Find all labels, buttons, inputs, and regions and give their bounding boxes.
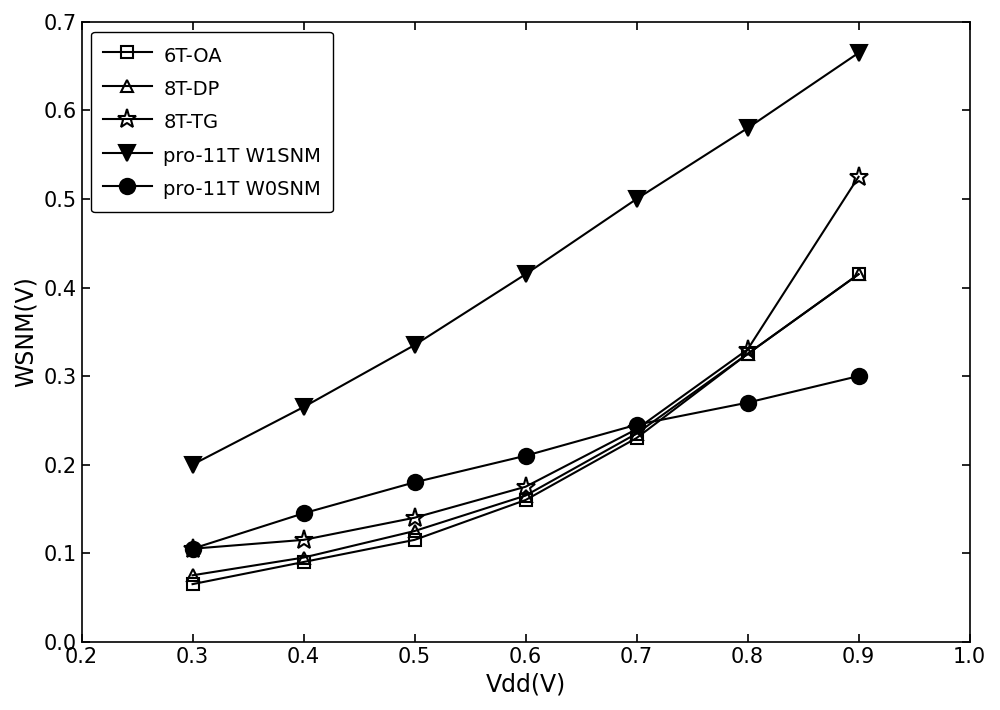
8T-TG — [187, 545, 199, 553]
X-axis label: Vdd(V): Vdd(V) — [485, 672, 566, 696]
pro-11T W0SNM — [520, 452, 532, 460]
6T-OA — [409, 535, 421, 544]
pro-11T W0SNM — [187, 545, 199, 553]
Line: pro-11T W0SNM: pro-11T W0SNM — [185, 368, 866, 557]
pro-11T W1SNM — [520, 270, 532, 278]
8T-TG — [853, 173, 865, 181]
8T-DP — [187, 571, 199, 579]
pro-11T W0SNM — [742, 398, 754, 407]
Y-axis label: WSNM(V): WSNM(V) — [14, 276, 38, 387]
pro-11T W1SNM — [853, 48, 865, 57]
8T-TG — [409, 513, 421, 522]
pro-11T W0SNM — [298, 509, 310, 518]
Line: 6T-OA: 6T-OA — [186, 268, 865, 591]
6T-OA — [742, 349, 754, 358]
pro-11T W1SNM — [298, 403, 310, 411]
pro-11T W0SNM — [631, 420, 643, 429]
8T-TG — [520, 483, 532, 491]
6T-OA — [187, 580, 199, 589]
6T-OA — [631, 434, 643, 442]
pro-11T W0SNM — [853, 372, 865, 381]
Legend: 6T-OA, 8T-DP, 8T-TG, pro-11T W1SNM, pro-11T W0SNM: 6T-OA, 8T-DP, 8T-TG, pro-11T W1SNM, pro-… — [91, 32, 333, 212]
pro-11T W1SNM — [409, 341, 421, 349]
pro-11T W1SNM — [631, 195, 643, 203]
pro-11T W1SNM — [187, 460, 199, 469]
8T-DP — [298, 553, 310, 562]
8T-DP — [742, 349, 754, 358]
8T-TG — [631, 425, 643, 433]
8T-DP — [520, 491, 532, 500]
6T-OA — [520, 496, 532, 504]
pro-11T W1SNM — [742, 124, 754, 132]
pro-11T W0SNM — [409, 478, 421, 486]
8T-TG — [298, 535, 310, 544]
Line: 8T-DP: 8T-DP — [186, 268, 865, 581]
Line: 8T-TG: 8T-TG — [183, 167, 868, 559]
8T-DP — [853, 270, 865, 278]
8T-TG — [742, 345, 754, 354]
8T-DP — [409, 527, 421, 535]
Line: pro-11T W1SNM: pro-11T W1SNM — [184, 45, 867, 473]
8T-DP — [631, 430, 643, 438]
6T-OA — [853, 270, 865, 278]
6T-OA — [298, 558, 310, 567]
